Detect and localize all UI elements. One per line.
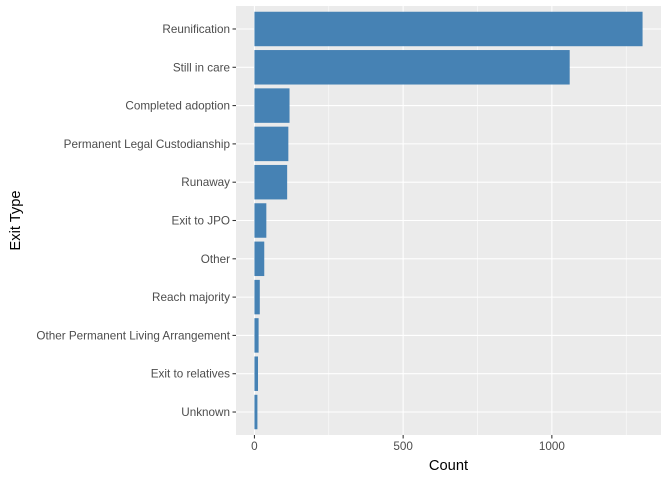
y-tick-label: Exit to JPO [172,215,230,228]
bar [254,356,259,391]
y-axis-title: Exit Type [8,190,24,250]
bar [254,241,265,277]
bars [254,11,643,430]
y-tick-label: Reach majority [152,291,230,304]
bar [254,126,289,162]
bar [254,203,267,238]
bar [254,88,290,123]
x-axis: 0 500 1000 [251,435,565,453]
x-axis-title: Count [429,458,468,474]
x-tick-label: 500 [393,440,413,453]
y-tick-label: Other Permanent Living Arrangement [36,329,230,342]
x-tick-label: 1000 [539,440,566,453]
y-tick-label: Exit to relatives [151,368,230,381]
y-tick-label: Still in care [173,61,230,74]
bar [254,394,258,430]
y-tick-label: Unknown [181,406,230,419]
y-tick-label: Completed adoption [125,100,230,113]
bar [254,11,643,47]
y-tick-label: Permanent Legal Custodianship [64,138,231,151]
bar [254,318,259,353]
bar [254,279,260,315]
y-tick-label: Runaway [181,176,230,189]
bar [254,164,288,200]
bar [254,50,570,85]
y-tick-label: Reunification [162,23,230,36]
y-axis: Reunification Still in care Completed adop… [36,23,236,419]
y-tick-label: Other [201,253,230,266]
x-tick-label: 0 [251,440,258,453]
